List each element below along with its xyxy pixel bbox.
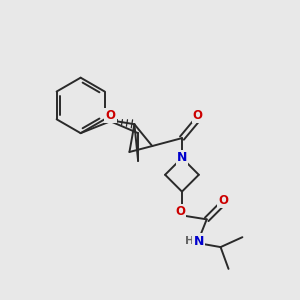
Text: N: N (194, 235, 204, 248)
Text: O: O (175, 205, 185, 218)
Text: H: H (185, 236, 194, 246)
Text: O: O (219, 194, 229, 207)
Text: N: N (177, 152, 187, 164)
Text: O: O (105, 109, 116, 122)
Text: O: O (193, 109, 203, 122)
